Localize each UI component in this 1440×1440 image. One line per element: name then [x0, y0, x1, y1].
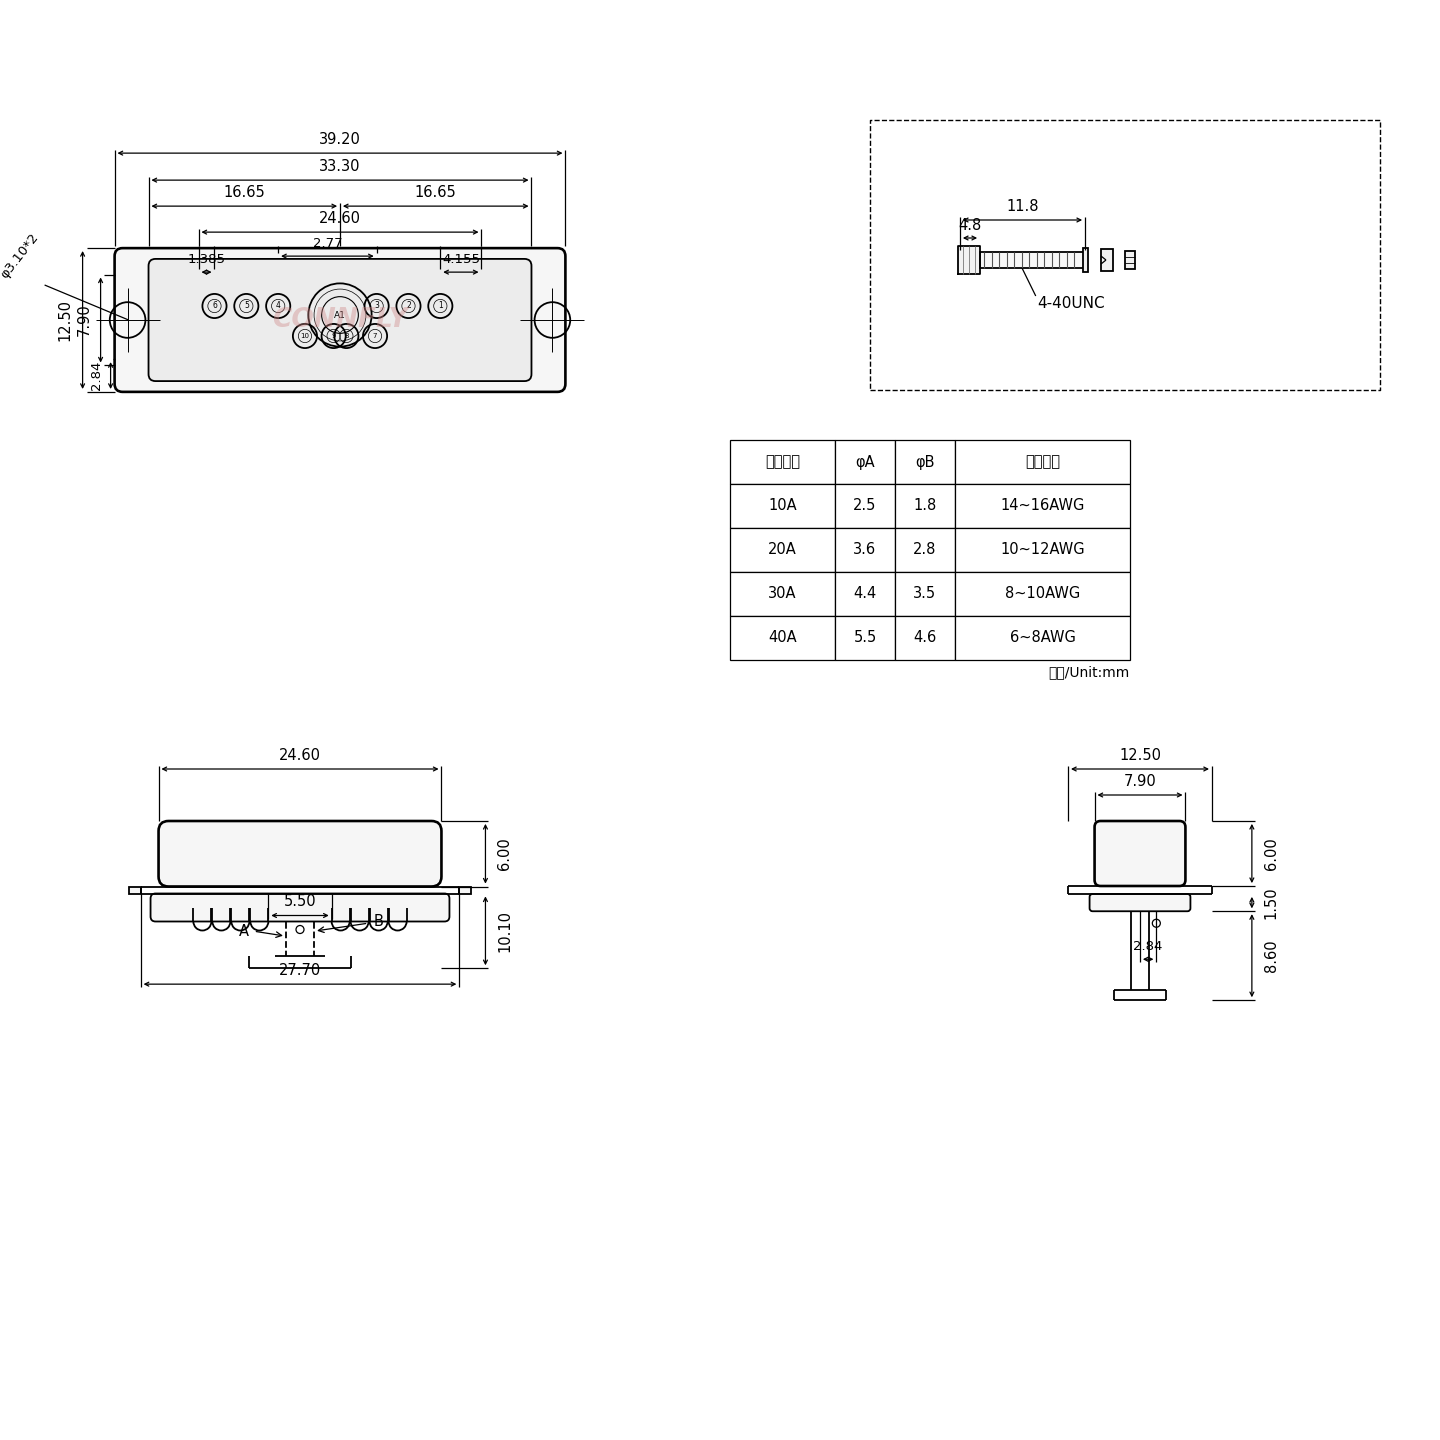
Text: 4.155: 4.155: [442, 253, 480, 266]
Text: 1.385: 1.385: [187, 253, 226, 266]
Text: 5.50: 5.50: [284, 894, 317, 910]
Text: 9: 9: [331, 333, 336, 338]
Text: 1.50: 1.50: [1264, 886, 1279, 919]
Text: 8: 8: [344, 333, 348, 338]
Text: 4.8: 4.8: [959, 217, 982, 233]
Text: A: A: [239, 923, 249, 939]
Bar: [955, 616, 1130, 660]
Bar: [981, 252, 1084, 268]
Bar: [955, 441, 1130, 484]
Bar: [896, 572, 955, 616]
Text: 2.77: 2.77: [312, 238, 343, 251]
Text: 3.5: 3.5: [913, 586, 936, 602]
Text: 2: 2: [406, 301, 410, 311]
Text: 33.30: 33.30: [320, 160, 361, 174]
Text: A1: A1: [334, 311, 346, 320]
Text: 8~10AWG: 8~10AWG: [1005, 586, 1080, 602]
Text: 4: 4: [275, 301, 281, 311]
Bar: [1125, 251, 1135, 269]
Text: CONNFLY: CONNFLY: [272, 307, 408, 333]
Bar: [835, 484, 896, 528]
Text: 2.8: 2.8: [913, 543, 936, 557]
Bar: [730, 441, 835, 484]
Text: 6: 6: [212, 301, 217, 311]
Text: 1: 1: [438, 301, 442, 311]
Bar: [835, 572, 896, 616]
FancyBboxPatch shape: [158, 821, 442, 887]
Text: 3.6: 3.6: [854, 543, 877, 557]
Text: 4.6: 4.6: [913, 631, 936, 645]
FancyBboxPatch shape: [115, 248, 566, 392]
Bar: [730, 616, 835, 660]
Text: 39.20: 39.20: [320, 132, 361, 147]
Text: 8.60: 8.60: [1264, 939, 1279, 972]
Text: 2.84: 2.84: [89, 361, 102, 390]
Text: 3: 3: [374, 301, 379, 311]
Bar: [896, 484, 955, 528]
Text: φA: φA: [855, 455, 876, 469]
Text: 10A: 10A: [768, 498, 796, 514]
Text: 27.70: 27.70: [279, 963, 321, 978]
Text: 2.5: 2.5: [854, 498, 877, 514]
Bar: [1083, 248, 1089, 272]
Bar: [955, 484, 1130, 528]
Text: 16.65: 16.65: [415, 186, 456, 200]
Bar: [730, 528, 835, 572]
Bar: [730, 484, 835, 528]
Text: 4.4: 4.4: [854, 586, 877, 602]
Bar: [896, 528, 955, 572]
Text: 线材规格: 线材规格: [1025, 455, 1060, 469]
Bar: [835, 528, 896, 572]
Text: 20A: 20A: [768, 543, 796, 557]
Text: 40A: 40A: [768, 631, 796, 645]
FancyBboxPatch shape: [1090, 894, 1191, 912]
Text: B: B: [373, 913, 383, 929]
Text: 16.65: 16.65: [223, 186, 265, 200]
Bar: [896, 616, 955, 660]
Bar: [896, 441, 955, 484]
Polygon shape: [958, 246, 981, 274]
Text: 2.84: 2.84: [1133, 940, 1164, 953]
Text: 10.10: 10.10: [497, 910, 513, 952]
FancyBboxPatch shape: [148, 259, 531, 382]
Text: 24.60: 24.60: [279, 747, 321, 763]
Text: 12.50: 12.50: [58, 300, 72, 341]
Text: 6.00: 6.00: [497, 838, 513, 870]
Text: 24.60: 24.60: [320, 212, 361, 226]
Text: 7: 7: [373, 333, 377, 338]
Text: 5: 5: [243, 301, 249, 311]
Text: 30A: 30A: [769, 586, 796, 602]
Text: 7.90: 7.90: [1123, 775, 1156, 789]
FancyBboxPatch shape: [151, 893, 449, 922]
Text: 6.00: 6.00: [1264, 837, 1279, 870]
Bar: [955, 528, 1130, 572]
Text: 4-40UNC: 4-40UNC: [1038, 297, 1106, 311]
Bar: [835, 616, 896, 660]
Text: φ3.10*2: φ3.10*2: [0, 230, 42, 281]
Text: 额定电流: 额定电流: [765, 455, 801, 469]
Bar: [1102, 249, 1113, 271]
Bar: [459, 887, 471, 893]
Text: 14~16AWG: 14~16AWG: [1001, 498, 1084, 514]
Text: 7.90: 7.90: [76, 304, 92, 337]
Text: 单位/Unit:mm: 单位/Unit:mm: [1048, 665, 1130, 680]
Bar: [955, 572, 1130, 616]
Bar: [128, 887, 141, 893]
Text: 1.8: 1.8: [913, 498, 936, 514]
FancyBboxPatch shape: [1094, 821, 1185, 886]
Text: 6~8AWG: 6~8AWG: [1009, 631, 1076, 645]
Text: 10: 10: [301, 333, 310, 338]
Text: 5.5: 5.5: [854, 631, 877, 645]
Text: 11.8: 11.8: [1007, 199, 1038, 215]
Bar: [835, 441, 896, 484]
Text: 12.50: 12.50: [1119, 747, 1161, 763]
Text: 10~12AWG: 10~12AWG: [1001, 543, 1084, 557]
Bar: [730, 572, 835, 616]
Text: φB: φB: [916, 455, 935, 469]
